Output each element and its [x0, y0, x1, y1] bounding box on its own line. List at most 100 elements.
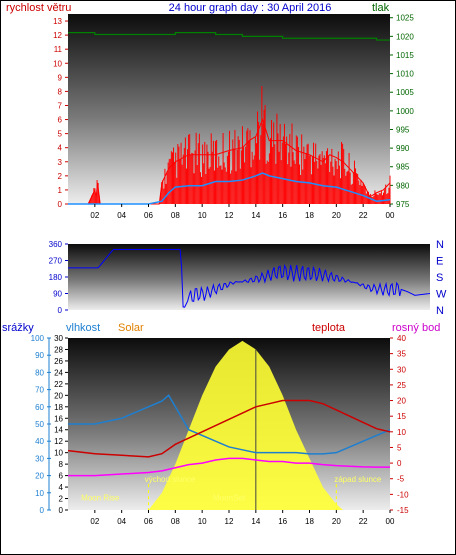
humidity-axis-tick-label: 14: [54, 426, 63, 435]
humidity-axis-tick-label: 22: [54, 380, 63, 389]
rain-axis-tick-label: 30: [35, 454, 44, 463]
pressure-axis-tick-label: 1020: [396, 32, 414, 41]
rain-axis-tick-label: 20: [35, 472, 44, 481]
x-tick-label: 12: [225, 517, 234, 526]
rain-axis-tick-label: 40: [35, 437, 44, 446]
rain-axis-tick-label: 80: [35, 368, 44, 377]
pressure-line: [68, 32, 390, 41]
x-tick-label: 18: [305, 517, 314, 526]
temperature-axis-tick-label: -5: [397, 475, 405, 484]
wind-axis-tick-label: 3: [58, 158, 63, 167]
temperature-axis-label: teplota: [312, 322, 346, 334]
temperature-axis-tick-label: 15: [397, 412, 406, 421]
x-tick-label: 10: [198, 517, 207, 526]
humidity-axis-tick-label: 0: [59, 506, 64, 515]
pressure-axis-tick-label: 995: [396, 125, 410, 134]
x-tick-label: 06: [144, 211, 153, 220]
solar-area: [148, 340, 344, 510]
wind-axis-tick-label: 0: [58, 200, 63, 209]
rain-axis-tick-label: 70: [35, 386, 44, 395]
pressure-axis-tick-label: 1010: [396, 70, 414, 79]
x-tick-label: 00: [386, 517, 395, 526]
moonrise-label: Moon Rise: [81, 493, 120, 502]
temperature-axis-tick-label: -10: [397, 490, 409, 499]
humidity-axis-tick-label: 26: [54, 357, 63, 366]
x-tick-label: 08: [171, 517, 180, 526]
pressure-axis-tick-label: 1015: [396, 51, 414, 60]
humidity-line: [68, 394, 391, 455]
temperature-axis-tick-label: 0: [397, 459, 402, 468]
direction-axis-tick-label: 360: [49, 240, 63, 249]
humidity-axis-tick-label: 24: [54, 368, 63, 377]
wind-axis-tick-label: 6: [58, 116, 63, 125]
wind-direction-line: [68, 249, 431, 308]
wind-axis-tick-label: 13: [53, 17, 62, 26]
pressure-axis-tick-label: 1000: [396, 107, 414, 116]
x-tick-label: 04: [117, 211, 126, 220]
humidity-axis-tick-label: 12: [54, 437, 63, 446]
wind-axis-tick-label: 5: [58, 130, 63, 139]
x-tick-label: 10: [198, 211, 207, 220]
rain-axis-label: srážky: [2, 322, 34, 334]
compass-label: W: [436, 289, 447, 301]
solar-axis-label: Solar: [118, 322, 144, 334]
rain-axis-tick-label: 100: [31, 334, 45, 343]
direction-axis-tick-label: 270: [49, 257, 63, 266]
x-tick-label: 02: [90, 517, 99, 526]
direction-axis-tick-label: 90: [53, 290, 62, 299]
x-tick-label: 20: [332, 211, 341, 220]
x-tick-label: 16: [278, 211, 287, 220]
pressure-axis-tick-label: 1025: [396, 14, 414, 23]
wind-axis-tick-label: 10: [53, 59, 62, 68]
humidity-axis-tick-label: 16: [54, 414, 63, 423]
pressure-axis-tick-label: 975: [396, 200, 410, 209]
wind-axis-label: rychlost větru: [6, 2, 71, 14]
dewpoint-axis-label: rosný bod: [392, 322, 440, 334]
humidity-axis-tick-label: 4: [59, 483, 64, 492]
sunrise-label: východ slunce: [145, 475, 196, 484]
x-tick-label: 02: [90, 211, 99, 220]
wind-axis-tick-label: 8: [58, 87, 63, 96]
humidity-axis-tick-label: 8: [59, 460, 64, 469]
x-tick-label: 16: [278, 517, 287, 526]
wind-axis-tick-label: 12: [53, 31, 62, 40]
x-tick-label: 22: [359, 517, 368, 526]
x-tick-label: 04: [117, 517, 126, 526]
humidity-axis-tick-label: 30: [54, 334, 63, 343]
average-wind-line: [68, 172, 391, 205]
wind-axis-tick-label: 11: [54, 45, 63, 54]
direction-axis-tick-label: 180: [49, 273, 63, 282]
x-tick-label: 18: [305, 211, 314, 220]
wind-axis-tick-label: 4: [58, 144, 63, 153]
moonset-label: MoonSet: [213, 493, 246, 502]
wind-axis-tick-label: 2: [58, 172, 63, 181]
x-tick-label: 20: [332, 517, 341, 526]
rain-axis-tick-label: 90: [35, 351, 44, 360]
temperature-axis-tick-label: 20: [397, 397, 406, 406]
humidity-axis-tick-label: 10: [54, 449, 63, 458]
pressure-axis-tick-label: 985: [396, 163, 410, 172]
x-tick-label: 22: [359, 211, 368, 220]
direction-axis-tick-label: 0: [58, 306, 63, 315]
x-tick-label: 08: [171, 211, 180, 220]
pressure-axis-tick-label: 980: [396, 181, 410, 190]
pressure-axis-tick-label: 1005: [396, 88, 414, 97]
rain-axis-tick-label: 60: [35, 403, 44, 412]
temperature-axis-tick-label: 25: [397, 381, 406, 390]
dewpoint-line: [68, 457, 390, 477]
compass-label: N: [436, 239, 444, 251]
temperature-axis-tick-label: 35: [397, 350, 406, 359]
pressure-axis-tick-label: 990: [396, 144, 410, 153]
rain-axis-tick-label: 50: [35, 420, 44, 429]
humidity-axis-label: vlhkost: [66, 322, 100, 334]
humidity-axis-tick-label: 6: [59, 472, 64, 481]
pressure-axis-label: tlak: [372, 2, 390, 14]
humidity-axis-tick-label: 20: [54, 391, 63, 400]
temperature-axis-tick-label: -15: [397, 506, 409, 515]
chart-title: 24 hour graph day : 30 April 2016: [169, 2, 332, 14]
panel2-plot-area: [68, 244, 430, 310]
x-tick-label: 14: [251, 517, 260, 526]
x-tick-label: 14: [251, 211, 260, 220]
humidity-axis-tick-label: 28: [54, 345, 63, 354]
